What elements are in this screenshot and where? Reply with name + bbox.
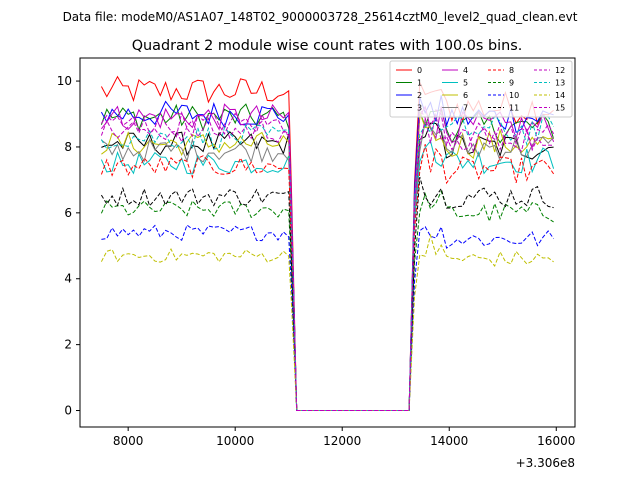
- series-line-13: [100, 115, 555, 411]
- series-line-14: [100, 233, 554, 411]
- y-tick-label: 6: [64, 206, 72, 220]
- x-tick-label: 10000: [216, 434, 254, 448]
- figure-suptitle: Data file: modeM0/AS1A07_148T02_90000037…: [63, 10, 578, 24]
- legend-label-10: 10: [509, 91, 519, 100]
- x-axis-offset-label: +3.306e8: [516, 456, 575, 470]
- plot-area-frame: [79, 57, 576, 428]
- x-axis: 8000 10000 12000 14000 16000: [113, 427, 575, 448]
- legend-label-0: 0: [417, 66, 422, 75]
- legend-label-13: 13: [555, 79, 565, 88]
- series-lines: [100, 75, 555, 411]
- legend-label-8: 8: [509, 66, 514, 75]
- y-tick-label: 2: [64, 338, 72, 352]
- x-tick-label: 12000: [323, 434, 361, 448]
- y-axis: 0 2 4 6 8 10: [57, 74, 80, 418]
- series-line-3: [101, 122, 554, 411]
- legend-label-11: 11: [509, 104, 519, 113]
- series-line-10: [101, 224, 555, 411]
- legend-label-14: 14: [555, 91, 565, 100]
- legend-label-9: 9: [509, 79, 514, 88]
- series-line-11: [100, 176, 554, 411]
- x-tick-label: 14000: [430, 434, 468, 448]
- series-line-7: [101, 120, 554, 411]
- y-tick-label: 8: [64, 140, 72, 154]
- legend-label-2: 2: [417, 91, 422, 100]
- y-tick-label: 10: [57, 74, 72, 88]
- series-line-15: [100, 110, 554, 411]
- series-line-12: [100, 106, 555, 411]
- legend-label-7: 7: [463, 104, 468, 113]
- series-line-5: [100, 140, 555, 411]
- x-tick-label: 8000: [113, 434, 144, 448]
- legend-label-3: 3: [417, 104, 422, 113]
- series-line-9: [100, 189, 554, 411]
- legend-label-15: 15: [555, 104, 565, 113]
- series-line-8: [100, 144, 555, 411]
- legend-label-6: 6: [463, 91, 468, 100]
- chart-title: Quadrant 2 module wise count rates with …: [132, 38, 523, 54]
- x-tick-label: 16000: [537, 434, 575, 448]
- legend-box: [389, 60, 573, 118]
- legend-label-1: 1: [417, 79, 422, 88]
- legend-label-4: 4: [463, 66, 468, 75]
- y-tick-label: 0: [64, 404, 72, 418]
- legend-label-5: 5: [463, 79, 468, 88]
- y-tick-label: 4: [64, 272, 72, 286]
- legend-label-12: 12: [555, 66, 565, 75]
